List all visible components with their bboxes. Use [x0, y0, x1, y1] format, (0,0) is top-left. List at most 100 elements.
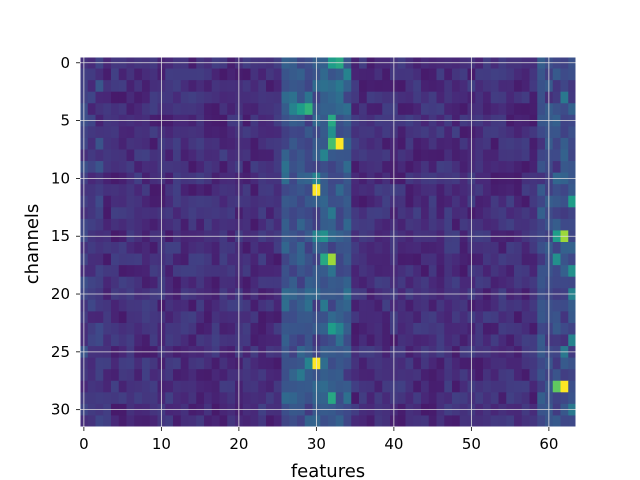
heatmap-cell: [165, 68, 174, 81]
heatmap-cell: [374, 91, 383, 104]
heatmap-cell: [452, 242, 461, 254]
heatmap-cell: [118, 103, 127, 116]
heatmap-cell: [118, 137, 127, 150]
heatmap-cell: [374, 299, 383, 312]
heatmap-cell: [227, 184, 236, 197]
heatmap-cell: [304, 149, 313, 162]
heatmap-cell: [366, 218, 375, 231]
heatmap-cell: [483, 207, 492, 220]
heatmap-cell: [428, 207, 437, 220]
heatmap-cell: [568, 357, 577, 370]
heatmap-cell: [537, 184, 546, 197]
heatmap-cell: [343, 103, 352, 116]
heatmap-cell: [366, 322, 375, 335]
heatmap-cell: [483, 276, 492, 289]
heatmap-cell: [374, 334, 383, 347]
heatmap-cell: [219, 91, 228, 104]
heatmap-cell: [490, 415, 499, 428]
heatmap-cell: [266, 265, 275, 278]
heatmap-cell: [281, 103, 290, 116]
heatmap-cell: [428, 195, 437, 208]
heatmap-cell: [359, 311, 368, 324]
heatmap-cell: [490, 91, 499, 104]
heatmap-cell: [297, 299, 306, 312]
heatmap-cell: [258, 253, 267, 266]
heatmap-cell: [514, 380, 523, 393]
heatmap-cell: [459, 80, 468, 93]
heatmap-cell: [297, 265, 306, 278]
heatmap-cell: [250, 311, 259, 324]
heatmap-cell: [475, 242, 484, 254]
heatmap-cell: [397, 276, 406, 289]
heatmap-cell: [273, 218, 282, 231]
heatmap-cell: [211, 149, 220, 162]
heatmap-cell: [273, 242, 282, 254]
heatmap-cell: [134, 299, 143, 312]
heatmap-cell: [421, 369, 430, 382]
heatmap-cell: [514, 311, 523, 324]
heatmap-cell: [289, 137, 298, 150]
heatmap-cell: [498, 357, 507, 370]
heatmap-cell: [103, 161, 112, 174]
heatmap-cell: [297, 218, 306, 231]
heatmap-cell: [242, 265, 251, 278]
heatmap-cell: [165, 322, 174, 335]
heatmap-cell: [343, 218, 352, 231]
heatmap-cell: [273, 322, 282, 335]
heatmap-cell: [103, 149, 112, 162]
heatmap-cell: [374, 265, 383, 278]
heatmap-cell: [413, 322, 422, 335]
heatmap-cell: [118, 80, 127, 93]
heatmap-cell: [250, 334, 259, 347]
heatmap-cell: [165, 253, 174, 266]
heatmap-cell: [483, 311, 492, 324]
heatmap-cell: [529, 218, 538, 231]
heatmap-cell: [521, 392, 530, 405]
heatmap-cell: [514, 161, 523, 174]
heatmap-cell: [537, 207, 546, 220]
heatmap-cell: [351, 276, 360, 289]
heatmap-cell: [459, 415, 468, 428]
heatmap-cell: [126, 322, 135, 335]
heatmap-cell: [87, 137, 96, 150]
heatmap-cell: [506, 126, 515, 139]
heatmap-cell: [483, 184, 492, 197]
heatmap-cell: [560, 103, 569, 116]
heatmap-cell: [328, 415, 337, 428]
heatmap-cell: [281, 357, 290, 370]
heatmap-cell: [560, 126, 569, 139]
heatmap-cell: [87, 207, 96, 220]
heatmap-cell: [452, 195, 461, 208]
heatmap-cell: [475, 380, 484, 393]
heatmap-cell: [335, 161, 344, 174]
heatmap-cell: [111, 195, 120, 208]
heatmap-cell: [529, 149, 538, 162]
heatmap-cell: [227, 322, 236, 335]
heatmap-cell: [421, 311, 430, 324]
heatmap-cell: [250, 184, 259, 197]
heatmap-cell: [444, 242, 453, 254]
heatmap-cell: [273, 265, 282, 278]
heatmap-cell: [452, 276, 461, 289]
heatmap-cell: [514, 299, 523, 312]
heatmap-cell: [173, 311, 182, 324]
heatmap-cell: [250, 392, 259, 405]
heatmap-cell: [475, 415, 484, 428]
heatmap-cell: [521, 149, 530, 162]
heatmap-cell: [514, 357, 523, 370]
heatmap-cell: [320, 195, 329, 208]
heatmap-cell: [568, 415, 577, 428]
heatmap-cell: [211, 276, 220, 289]
heatmap-cell: [111, 207, 120, 220]
heatmap-cell: [196, 357, 205, 370]
heatmap-cell: [514, 207, 523, 220]
heatmap-cell: [413, 253, 422, 266]
heatmap-cell: [343, 161, 352, 174]
heatmap-cell: [552, 161, 561, 174]
heatmap-cell: [568, 149, 577, 162]
heatmap-cell: [304, 91, 313, 104]
heatmap-cell: [204, 276, 213, 289]
heatmap-cell: [266, 184, 275, 197]
heatmap-cell: [382, 392, 391, 405]
heatmap-cell: [118, 357, 127, 370]
